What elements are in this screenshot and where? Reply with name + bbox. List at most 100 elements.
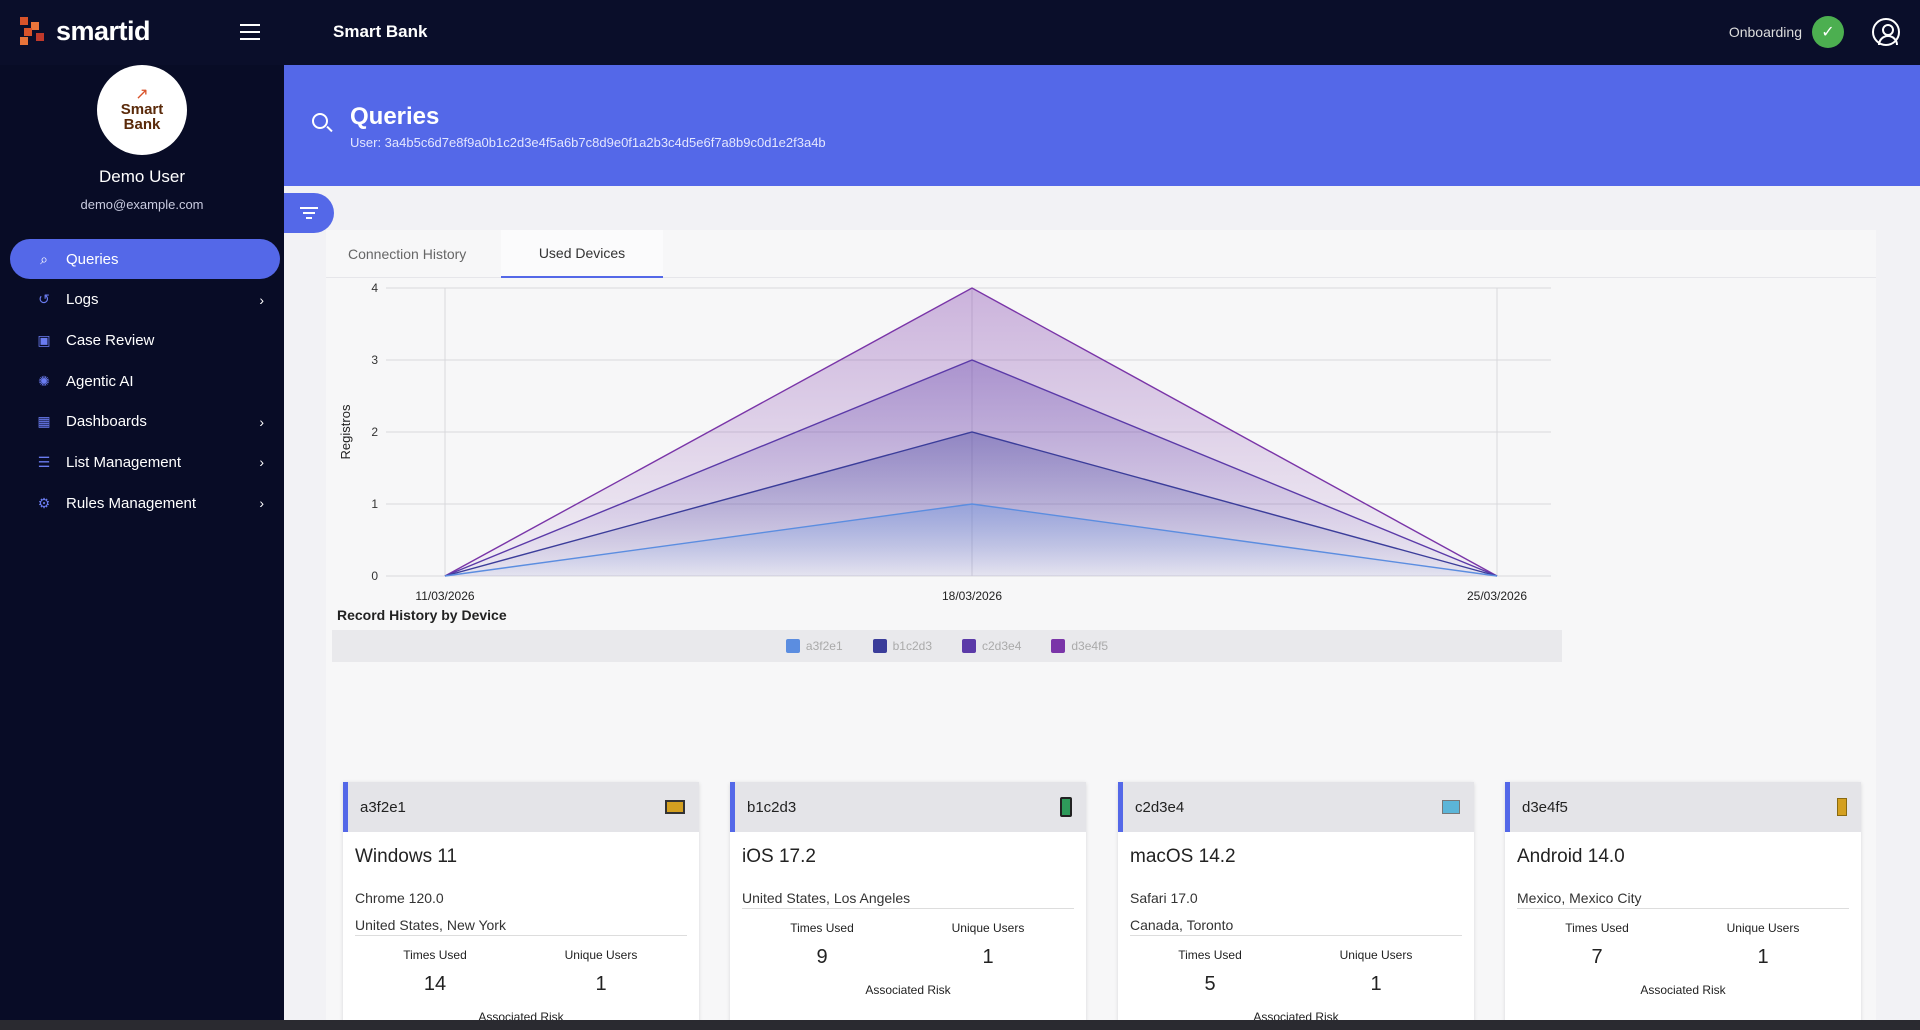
page-title: Queries [350,103,440,130]
logo-text: smartid [56,16,151,46]
app-title: Smart Bank [333,22,428,41]
legend-item-b1c2d3[interactable]: b1c2d3 [872,639,932,653]
sidebar-item-label: Queries [66,250,119,268]
ai-icon: ✺ [38,372,50,389]
unique-users-value: 1 [1757,946,1769,968]
y-tick-label: 0 [371,569,378,583]
menu-toggle-icon[interactable] [240,24,260,40]
series-area-a3f2e1 [445,504,1497,576]
page-subtitle: User: 3a4b5c6d7e8f9a0b1c2d3e4f5a6b7c8d9e… [350,135,826,150]
associated-risk-label: Associated Risk [865,983,951,997]
laptop-icon [1442,800,1460,814]
times-used-label: Times Used [790,921,854,935]
device-id: b1c2d3 [747,798,797,816]
legend-swatch [962,639,976,653]
list-icon: ☰ [37,453,51,470]
sidebar: ↗ Smart Bank Demo User demo@example.com … [0,65,284,1020]
sidebar-nav: ⌕ Queries ↺ Logs › ▣ Case Review ✺ Agent… [10,239,280,524]
device-os: Android 14.0 [1517,846,1625,867]
chart-title: Record History by Device [337,607,507,623]
legend-swatch [872,639,887,653]
series-line-a3f2e1 [444,503,1498,577]
avatar: ↗ Smart Bank [97,65,187,155]
search-icon [312,113,328,129]
dashboard-icon: ▦ [37,413,51,430]
times-used-value: 9 [816,946,828,968]
legend-label: b1c2d3 [892,639,932,653]
y-axis-label: Registros [338,404,353,459]
tab-bar: Connection History Used Devices [326,230,1876,278]
chart-legend: a3f2e1 b1c2d3 c2d3e4 d3e4f5 [332,630,1562,662]
unique-users-label: Unique Users [1726,921,1800,935]
device-location: Canada, Toronto [1130,917,1234,933]
sidebar-item-list-management[interactable]: ☰ List Management › [10,442,280,482]
sidebar-item-label: Dashboards [66,413,147,431]
legend-item-a3f2e1[interactable]: a3f2e1 [785,639,843,653]
device-os: iOS 17.2 [742,846,816,867]
bottom-strip [0,1020,1920,1030]
chevron-right-icon: › [259,454,264,471]
device-id: d3e4f5 [1522,798,1568,816]
device-os: Windows 11 [355,846,458,867]
sidebar-item-agentic-ai[interactable]: ✺ Agentic AI [10,361,280,401]
device-history-chart: 0 1 2 3 4 11/03/2026 18/03/2026 25/03/2026 Regis… [326,278,1626,668]
growth-chart-icon: ↗ [135,86,149,103]
tab-connection-history[interactable]: Connection History [348,246,467,262]
chevron-right-icon: › [259,495,264,512]
device-card-a3f2e1[interactable]: a3f2e1 Windows 11 Chrome 120.0 United State… [343,782,699,1030]
device-browser: Chrome 120.0 [355,890,444,906]
sidebar-item-dashboards[interactable]: ▦ Dashboards › [10,402,280,442]
sidebar-item-label: Agentic AI [66,372,134,390]
chart-svg: 0 1 2 3 4 11/03/2026 18/03/2026 25/03/2026 Regis… [337,281,1551,623]
device-id: a3f2e1 [360,798,406,816]
device-location: United States, Los Angeles [742,890,911,906]
unique-users-value: 1 [595,973,607,995]
device-location: Mexico, Mexico City [1517,890,1642,906]
device-card-header: a3f2e1 [343,782,699,832]
check-icon: ✓ [1812,16,1844,48]
account-icon[interactable] [1872,18,1900,46]
times-used-label: Times Used [403,948,467,962]
times-used-value: 5 [1204,973,1216,995]
card-divider [1517,908,1849,909]
unique-users-label: Unique Users [1339,948,1413,962]
device-card-d3e4f5[interactable]: d3e4f5 Android 14.0 Mexico, Mexico City Tim… [1505,782,1861,1030]
tab-used-devices[interactable]: Used Devices [501,230,663,278]
x-tick-label: 11/03/2026 [415,589,474,603]
sidebar-item-rules-management[interactable]: ⚙ Rules Management › [10,483,280,523]
device-os: macOS 14.2 [1130,846,1236,867]
logo: smartid [20,16,151,47]
sidebar-item-logs[interactable]: ↺ Logs › [10,280,280,320]
page-header: Queries User: 3a4b5c6d7e8f9a0b1c2d3e4f5a… [284,65,1920,186]
times-used-label: Times Used [1565,921,1629,935]
sidebar-item-queries[interactable]: ⌕ Queries [10,239,280,279]
user-email: demo@example.com [80,197,204,212]
filter-button[interactable] [284,193,334,233]
card-divider [742,908,1074,909]
series-line-c2d3e4 [444,359,1498,577]
legend-label: d3e4f5 [1071,639,1109,653]
times-used-value: 7 [1591,946,1603,968]
sidebar-item-case-review[interactable]: ▣ Case Review [10,320,280,360]
device-browser: Safari 17.0 [1130,890,1198,906]
top-bar: smartid Smart Bank Onboarding ✓ [0,0,1920,65]
legend-item-c2d3e4[interactable]: c2d3e4 [962,639,1021,653]
times-used-value: 14 [423,973,447,995]
legend-item-d3e4f5[interactable]: d3e4f5 [1051,639,1108,653]
device-card-header: b1c2d3 [730,782,1086,832]
legend-label: c2d3e4 [982,639,1022,653]
device-card-c2d3e4[interactable]: c2d3e4 macOS 14.2 Safari 17.0 Canada, Toron… [1118,782,1474,1030]
user-name: Demo User [99,167,185,186]
card-divider [1130,935,1462,936]
legend-label: a3f2e1 [805,639,843,653]
gear-icon: ⚙ [37,494,51,511]
unique-users-value: 1 [1370,973,1382,995]
y-tick-label: 1 [371,497,378,511]
legend-swatch [785,639,800,653]
x-tick-label: 18/03/2026 [942,589,1002,603]
device-card-b1c2d3[interactable]: b1c2d3 iOS 17.2 United States, Los Angeles… [730,782,1086,1030]
onboarding-status[interactable]: Onboarding ✓ [1729,16,1844,48]
device-card-header: c2d3e4 [1118,782,1474,832]
device-location: United States, New York [355,917,506,933]
history-icon: ↺ [38,291,50,308]
